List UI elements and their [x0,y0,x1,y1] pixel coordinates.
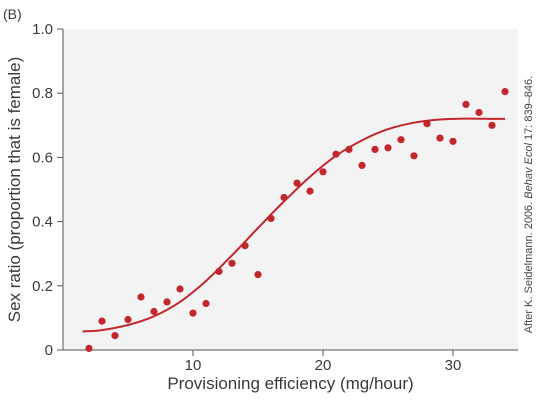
data-point [137,293,145,301]
data-point [254,271,262,279]
data-point [293,179,301,187]
data-point [176,285,184,293]
data-point [228,259,236,267]
data-point [319,168,327,176]
data-point [475,108,483,117]
data-point [215,267,223,275]
data-point [202,299,210,308]
axes: 0 0.2 0.4 0.6 0.8 1.0 10 20 30 [32,21,518,374]
y-tick-label: 0.4 [32,214,53,231]
data-point [371,145,379,153]
y-tick-label: 0.6 [32,149,53,166]
fitted-curve [82,117,505,333]
data-point [423,120,431,128]
source-credit: After K. Seidelmann. 2006. Behav Ecol 17… [523,76,535,333]
data-point [189,309,197,317]
data-point [410,152,418,160]
data-point [345,145,353,153]
panel-label: (B) [3,6,22,22]
credit-journal: Behav Ecol [523,143,535,199]
credit-suffix: 17: 839–846. [523,76,535,143]
data-point [163,298,171,306]
data-point [124,315,132,324]
data-point [267,214,275,222]
x-tick-label: 20 [315,357,332,374]
data-point [150,307,158,316]
x-tick-label: 10 [185,357,202,374]
data-point [462,100,470,108]
y-tick-label: 0 [45,342,53,359]
data-point [241,242,249,250]
x-axis-title: Provisioning efficiency (mg/hour) [167,374,413,393]
x-tick-label: 30 [445,357,462,374]
data-points [85,88,509,352]
data-point [306,187,314,195]
plot-area [63,29,518,350]
fitted-curve-layer [82,117,505,333]
data-point [501,88,509,96]
credit-prefix: After K. Seidelmann. 2006. [523,199,535,334]
y-tick-label: 1.0 [32,21,53,38]
data-point [449,137,457,145]
data-point [280,193,288,202]
data-point [436,134,444,142]
data-point [332,150,340,158]
data-point [488,121,496,129]
y-tick-label: 0.8 [32,85,53,102]
data-point [397,136,405,144]
data-point [111,332,119,340]
y-tick-label: 0.2 [32,278,53,295]
y-axis-title: Sex ratio (proportion that is female) [5,57,24,323]
data-point [384,144,392,152]
data-point [98,317,106,325]
data-point [358,161,366,169]
data-point [85,344,93,352]
